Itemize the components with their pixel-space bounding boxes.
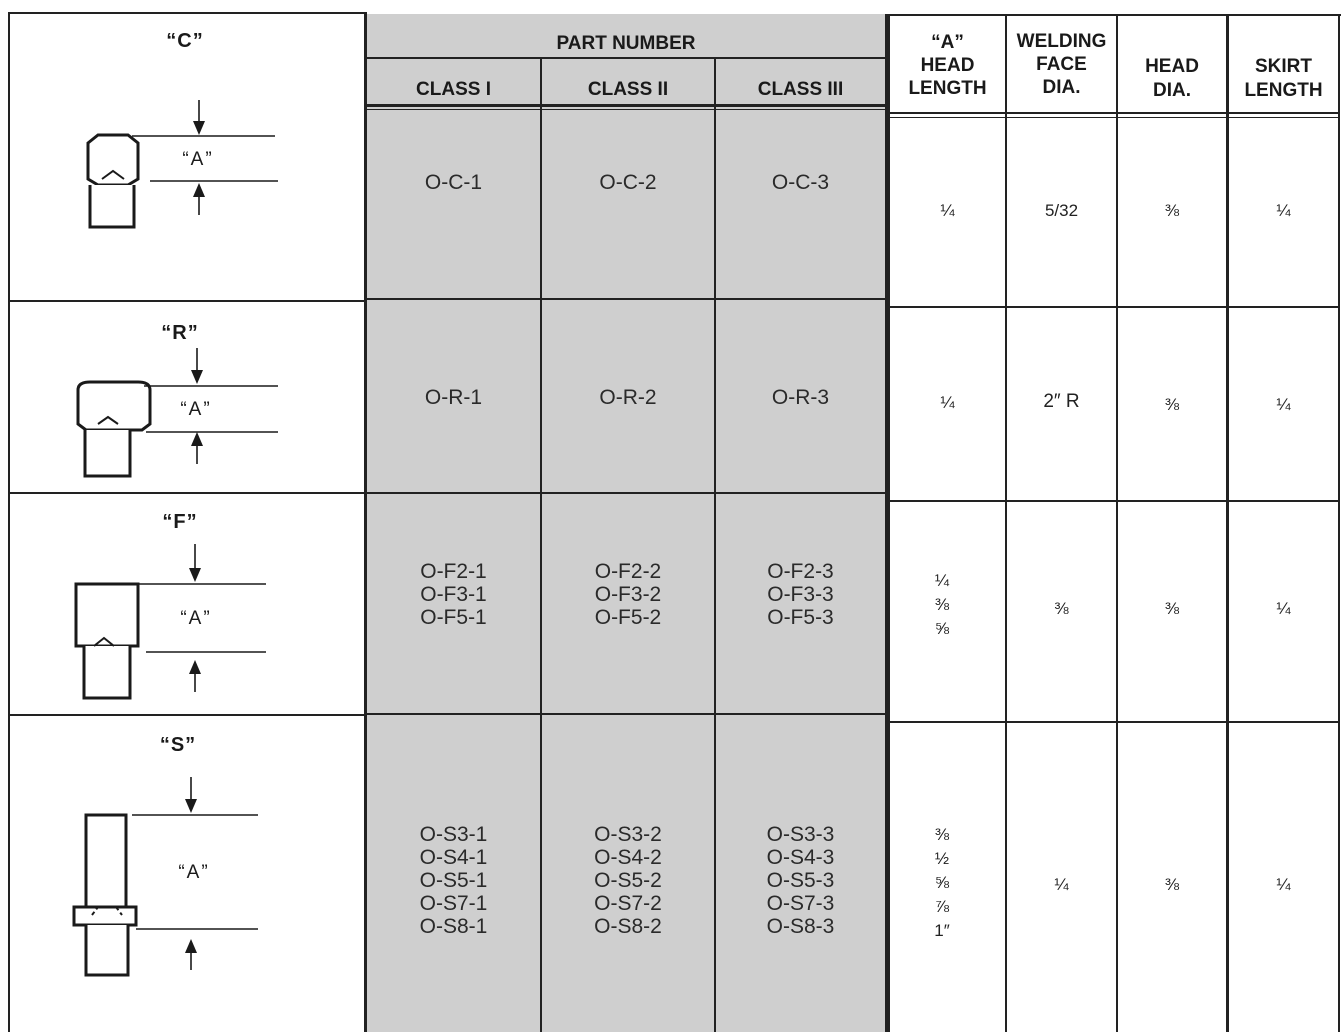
- diagram-divider-3: [8, 714, 366, 716]
- welding-face-c: 5/32: [1044, 201, 1079, 220]
- welding-face-header-line-1: WELDING: [1016, 31, 1107, 52]
- part-number-underline: [367, 57, 885, 59]
- part-number-f-2: O-F2-2 O-F3-2 O-F5-2: [594, 560, 662, 629]
- shape-title-s: “S”: [159, 734, 197, 756]
- skirt-length-header: SKIRT LENGTH: [1229, 55, 1338, 103]
- head-dia-s: ⅜: [1164, 875, 1180, 894]
- welding-face-header: WELDING FACE DIA.: [1007, 30, 1116, 99]
- shape-title-f: “F”: [162, 511, 198, 533]
- shape-title-c: “C”: [166, 30, 204, 52]
- skirt-length-f: ¼: [1276, 599, 1291, 618]
- skirt-length-c: ¼: [1276, 201, 1291, 220]
- head-dia-f: ⅜: [1164, 599, 1180, 618]
- part-number-header: PART NUMBER: [556, 33, 696, 54]
- dim-label-f: “A”: [180, 608, 212, 629]
- part-number-f-1: O-F2-1 O-F3-1 O-F5-1: [420, 560, 487, 629]
- spec-row-divider-3: [890, 721, 1340, 723]
- part-number-c-3: O-C-3: [771, 171, 830, 194]
- head-dia-r: ⅜: [1164, 395, 1180, 414]
- panel-right-edge: [885, 14, 890, 1032]
- dim-label-s: “A”: [178, 862, 210, 883]
- electrode-r-diagram: [76, 348, 278, 478]
- electrode-c-diagram: [86, 100, 278, 229]
- diagram-divider-2: [8, 492, 366, 494]
- head-length-header-line-2: HEAD: [920, 55, 975, 76]
- pn-col-divider-2: [714, 58, 716, 1032]
- left-border: [8, 12, 10, 1032]
- top-border-left: [8, 12, 366, 14]
- part-number-r-1: O-R-1: [424, 386, 483, 409]
- head-length-header-line-1: “A”: [931, 32, 964, 53]
- head-length-f: ¼ ⅜ ⅝: [934, 571, 950, 638]
- diagram-divider-1: [8, 300, 366, 302]
- class-3-header: CLASS III: [757, 79, 844, 100]
- welding-face-header-line-2: FACE: [1036, 54, 1087, 75]
- head-dia-c: ⅜: [1164, 201, 1180, 220]
- part-number-c-1: O-C-1: [424, 171, 483, 194]
- right-border: [1338, 14, 1340, 1032]
- spec-col-divider-3: [1226, 16, 1229, 1032]
- spec-col-divider-2: [1116, 16, 1118, 1032]
- spec-header-underline-2: [890, 117, 1340, 118]
- head-length-header-line-3: LENGTH: [908, 78, 987, 99]
- part-number-c-2: O-C-2: [599, 171, 657, 194]
- head-length-s: ⅜ ½ ⅝ ⅞ 1″: [934, 825, 950, 940]
- welding-face-r: 2″ R: [1043, 391, 1080, 412]
- part-number-f-3: O-F2-3 O-F3-3 O-F5-3: [767, 560, 834, 629]
- head-length-header: “A” HEAD LENGTH: [890, 31, 1005, 100]
- class-2-header: CLASS II: [587, 79, 669, 100]
- welding-face-f: ⅜: [1054, 599, 1069, 618]
- shape-title-r: “R”: [161, 322, 199, 344]
- part-number-s-3: O-S3-3 O-S4-3 O-S5-3 O-S7-3 O-S8-3: [766, 823, 835, 938]
- class-header-underline-2: [367, 109, 885, 110]
- spec-row-divider-2: [890, 500, 1340, 502]
- class-header-underline: [367, 104, 885, 107]
- welding-face-header-line-3: DIA.: [1042, 77, 1081, 98]
- class-1-header: CLASS I: [416, 79, 491, 100]
- part-number-r-2: O-R-2: [599, 386, 657, 409]
- dim-label-r: “A”: [180, 399, 212, 420]
- spec-col-divider-1: [1005, 16, 1007, 1032]
- pn-col-divider-1: [540, 58, 542, 1032]
- dim-label-c: “A”: [182, 149, 214, 170]
- part-number-s-1: O-S3-1 O-S4-1 O-S5-1 O-S7-1 O-S8-1: [419, 823, 488, 938]
- part-number-panel: [366, 14, 888, 1032]
- skirt-length-s: ¼: [1276, 875, 1291, 894]
- skirt-length-r: ¼: [1276, 395, 1291, 414]
- head-dia-header-line-2: DIA.: [1153, 80, 1191, 101]
- electrode-f-diagram: [74, 544, 266, 700]
- part-number-s-2: O-S3-2 O-S4-2 O-S5-2 O-S7-2 O-S8-2: [594, 823, 662, 938]
- pn-row-divider-3: [367, 713, 885, 715]
- electrode-s-diagram: [72, 777, 258, 977]
- head-length-r: ¼: [940, 393, 955, 412]
- pn-row-divider-2: [367, 492, 885, 494]
- top-border-right: [888, 14, 1341, 16]
- pn-row-divider-1: [367, 298, 885, 300]
- panel-left-edge: [364, 12, 367, 1032]
- spec-header-underline: [890, 112, 1340, 114]
- head-length-c: ¼: [940, 201, 955, 220]
- welding-face-s: ¼: [1054, 875, 1069, 894]
- skirt-length-header-line-1: SKIRT: [1255, 56, 1312, 77]
- skirt-length-header-line-2: LENGTH: [1244, 80, 1323, 101]
- spec-row-divider-1: [890, 306, 1340, 308]
- part-number-r-3: O-R-3: [771, 386, 830, 409]
- head-dia-header-line-1: HEAD: [1145, 56, 1199, 77]
- head-dia-header: HEAD DIA.: [1118, 55, 1226, 103]
